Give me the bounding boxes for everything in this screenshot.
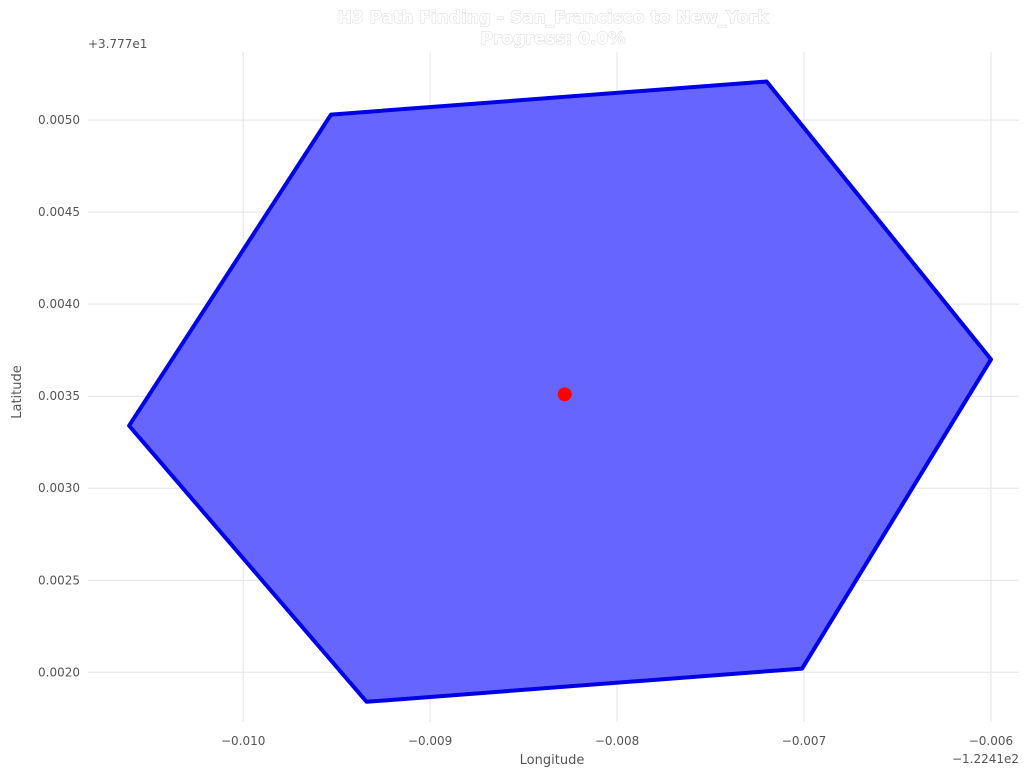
x-tick-label: −0.009 <box>408 734 452 748</box>
x-offset-label: −1.2241e2 <box>952 752 1019 766</box>
x-tick-label: −0.007 <box>782 734 826 748</box>
y-tick-label: 0.0045 <box>38 205 80 219</box>
y-tick-label: 0.0020 <box>38 665 80 679</box>
y-tick-label: 0.0030 <box>38 481 80 495</box>
current-position-point <box>557 387 572 402</box>
y-tick-label: 0.0040 <box>38 297 80 311</box>
y-axis-label: Latitude <box>10 365 25 419</box>
x-tick-label: −0.008 <box>595 734 639 748</box>
x-axis-label: Longitude <box>520 753 585 768</box>
y-tick-label: 0.0035 <box>38 389 80 403</box>
y-tick-label: 0.0025 <box>38 573 80 587</box>
x-tick-label: −0.006 <box>969 734 1013 748</box>
y-tick-label: 0.0050 <box>38 113 80 127</box>
tick-labels: −0.010 −0.009 −0.008 −0.007 −0.006 0.0020 0.00… <box>38 113 1013 748</box>
y-offset-label: +3.777e1 <box>88 37 147 51</box>
x-tick-label: −0.010 <box>221 734 265 748</box>
chart-subtitle: Progress: 0.0% <box>481 29 626 49</box>
chart-title: H3 Path Finding - San_Francisco to New_Y… <box>338 8 769 28</box>
plot-area <box>127 79 993 704</box>
